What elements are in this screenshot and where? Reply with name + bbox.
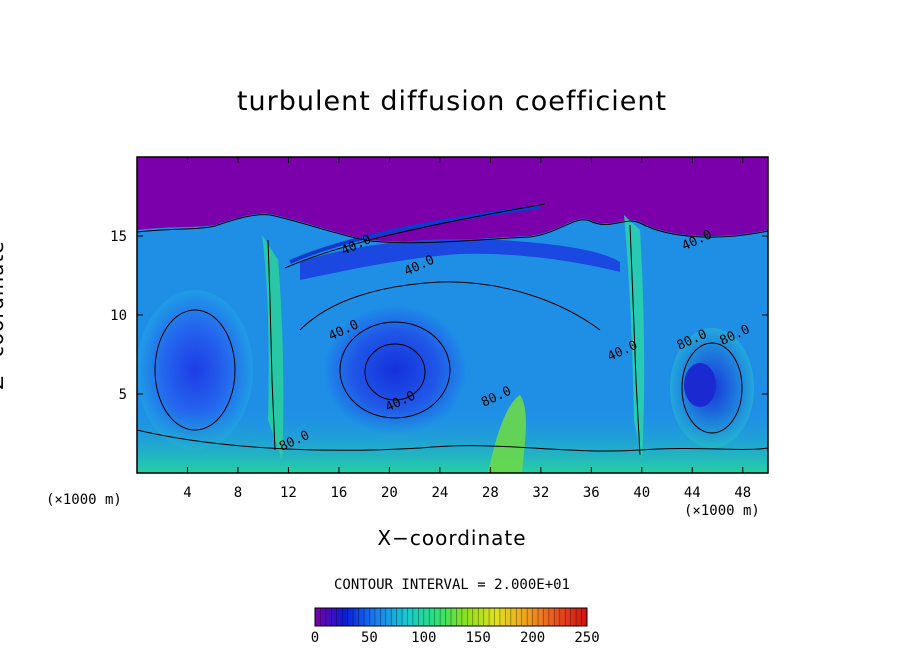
colorbar-tick-label: 100 bbox=[411, 630, 436, 646]
x-axis-label: X−coordinate bbox=[377, 526, 527, 550]
x-tick-label: 16 bbox=[330, 485, 347, 501]
x-tick-label: 12 bbox=[280, 485, 297, 501]
ground-layer bbox=[137, 410, 768, 473]
chart-title: turbulent diffusion coefficient bbox=[236, 86, 668, 117]
cirrus-streak-outline bbox=[284, 203, 546, 269]
x-tick-label: 32 bbox=[532, 485, 549, 501]
updraft-left bbox=[262, 235, 284, 460]
x-tick-label: 40 bbox=[633, 485, 650, 501]
y-tick-label: 15 bbox=[110, 229, 127, 245]
x-tick-label: 36 bbox=[583, 485, 600, 501]
y-unit-label: (×1000 m) bbox=[46, 492, 122, 508]
colorbar-tick-label: 250 bbox=[574, 630, 599, 646]
vortex-right-core bbox=[684, 363, 716, 407]
contour-lines bbox=[137, 214, 768, 456]
y-tick-label: 10 bbox=[110, 308, 127, 324]
x-tick-label: 4 bbox=[183, 485, 191, 501]
x-tick-label: 48 bbox=[734, 485, 751, 501]
y-tick-label: 5 bbox=[119, 387, 127, 403]
x-tick-label: 20 bbox=[381, 485, 398, 501]
vortex-center bbox=[323, 305, 467, 435]
x-tick-label: 28 bbox=[482, 485, 499, 501]
upper-blue-band bbox=[300, 239, 620, 280]
colorbar-tick-label: 0 bbox=[311, 630, 319, 646]
x-unit-label: (×1000 m) bbox=[684, 503, 760, 519]
x-tick-label: 44 bbox=[684, 485, 701, 501]
contour-interval-text: CONTOUR INTERVAL = 2.000E+01 bbox=[333, 577, 570, 593]
colorbar-tick-label: 150 bbox=[466, 630, 491, 646]
colorbar-tick-label: 200 bbox=[520, 630, 545, 646]
colorbar-tick-label: 50 bbox=[361, 630, 378, 646]
x-tick-label: 8 bbox=[234, 485, 242, 501]
updraft-center bbox=[488, 395, 526, 473]
x-tick-label: 24 bbox=[431, 485, 448, 501]
